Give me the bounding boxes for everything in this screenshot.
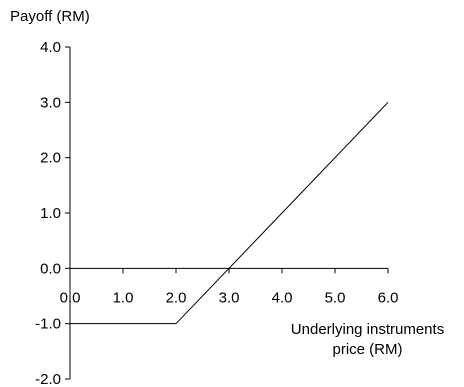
y-tick-label: 0.0 [40, 260, 61, 277]
ticks: 4.0 3.0 2.0 1.0 0.0 -1.0 -2.0 0.0 1.0 2.0 3.0 4.0 5.… [35, 39, 398, 387]
x-tick-label: 3.0 [219, 289, 240, 306]
x-tick-label: 1.0 [113, 289, 134, 306]
x-axis-label-line2: price (RM) [332, 341, 403, 358]
series [70, 101, 389, 325]
x-tick-label: 0.0 [60, 289, 81, 306]
y-tick-label: -1.0 [35, 316, 61, 333]
y-tick-label: 4.0 [40, 39, 61, 56]
x-axis-label: Underlying instruments price (RM) [270, 320, 464, 360]
y-tick-label: -2.0 [35, 371, 61, 387]
x-tick-label: 2.0 [166, 289, 187, 306]
y-tick-label: 1.0 [40, 205, 61, 222]
y-axis-label: Payoff (RM) [10, 8, 90, 25]
x-tick-label: 4.0 [272, 289, 293, 306]
y-tick-label: 2.0 [40, 150, 61, 167]
payoff-line [70, 101, 389, 325]
x-tick-label: 6.0 [378, 289, 399, 306]
x-tick-label: 5.0 [325, 289, 346, 306]
y-tick-label: 3.0 [40, 94, 61, 111]
x-axis-label-line1: Underlying instruments [290, 321, 445, 338]
